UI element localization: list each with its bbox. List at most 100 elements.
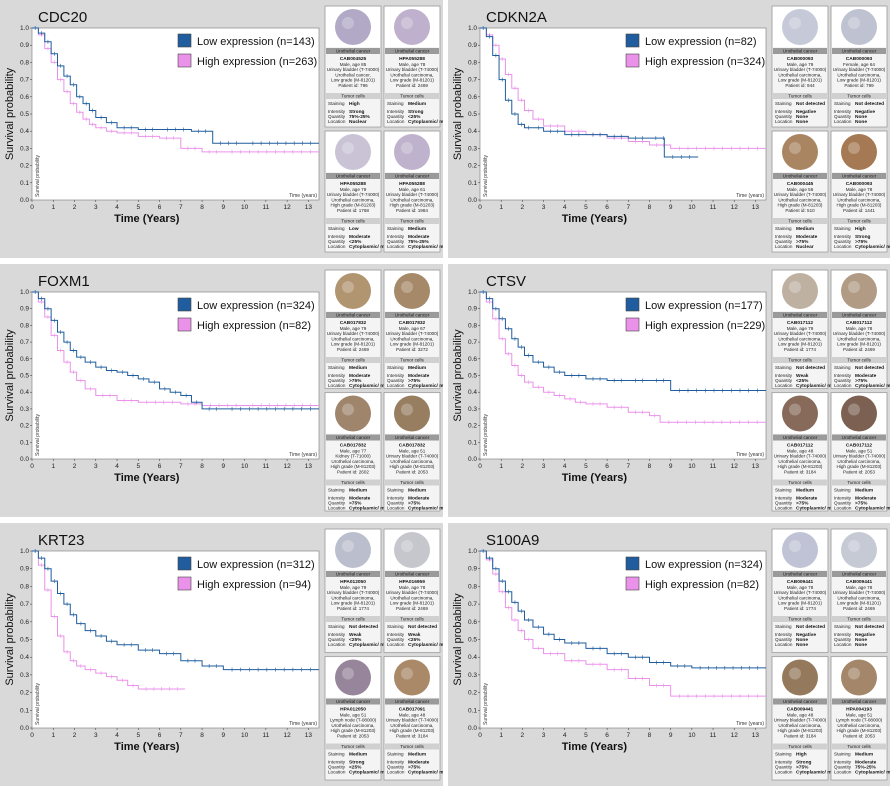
patient-info-line: Patient id: 3184 bbox=[784, 469, 816, 474]
x-tick-label: 11 bbox=[710, 732, 717, 739]
patient-info-line: Male, age 48 bbox=[787, 449, 814, 454]
patient-info-line: Patient id: 2469 bbox=[843, 347, 875, 352]
location-key: Location bbox=[775, 506, 793, 511]
intensity-value: Strong bbox=[855, 234, 871, 240]
tissue-highlight bbox=[342, 281, 354, 293]
patient-info-line: Low grade (M-81201) bbox=[837, 78, 881, 83]
tumor-cells-bar bbox=[385, 93, 439, 99]
intensity-key: Intensity bbox=[775, 234, 793, 239]
quantity-value: 75%-25% bbox=[349, 114, 371, 120]
y-tick-label: 1.0 bbox=[468, 289, 477, 296]
ihc-header-bar bbox=[385, 434, 439, 441]
legend-label: High expression (n=263) bbox=[197, 56, 317, 68]
patient-info-line: Urinary bladder (T-74000) bbox=[386, 331, 439, 336]
location-value: Nuclear bbox=[349, 119, 367, 125]
y-axis-label: Survival probability bbox=[4, 329, 16, 422]
location-key: Location bbox=[328, 506, 346, 511]
patient-info-line: Low grade (M-81201) bbox=[390, 342, 434, 347]
quantity-value: >75% bbox=[796, 765, 809, 771]
y-tick-label: 0.9 bbox=[20, 42, 29, 49]
tissue-highlight bbox=[342, 142, 354, 154]
staining-key: Staining bbox=[387, 226, 404, 231]
staining-value: Medium bbox=[796, 226, 814, 232]
ihc-header-label: Urothelial cancer bbox=[395, 699, 430, 704]
staining-value: Medium bbox=[349, 488, 367, 494]
staining-key: Staining bbox=[775, 226, 792, 231]
tumor-cells-bar bbox=[385, 218, 439, 224]
quantity-value: >75% bbox=[349, 378, 362, 384]
patient-info-line: Patient id: 2469 bbox=[843, 606, 875, 611]
intensity-value: Moderate bbox=[408, 760, 430, 766]
tumor-cells-label: Tumor cells bbox=[341, 94, 365, 99]
ihc-header-bar bbox=[385, 312, 439, 318]
antibody-id: HPA055288 bbox=[399, 56, 425, 62]
staining-value: Not detected bbox=[855, 365, 884, 371]
x-tick-label: 9 bbox=[669, 732, 673, 739]
y-tick-label: 0.5 bbox=[20, 637, 29, 644]
quantity-key: Quantity bbox=[834, 378, 852, 383]
intensity-key: Intensity bbox=[328, 109, 346, 114]
intensity-value: Moderate bbox=[855, 496, 877, 502]
patient-info-line: Patient id: 1774 bbox=[784, 606, 816, 611]
x-tick-label: 0 bbox=[478, 463, 482, 470]
patient-info-line: Patient id: 510 bbox=[785, 208, 815, 213]
location-value: Cytoplasmic/ membranous bbox=[796, 770, 858, 776]
patient-info-line: Low grade (M-81201) bbox=[778, 342, 822, 347]
x-axis-label: Time (Years) bbox=[562, 741, 628, 753]
patient-info-line: Urinary bladder (T-74000) bbox=[774, 67, 827, 72]
ihc-header-label: Urothelial cancer bbox=[336, 699, 371, 704]
intensity-value: Strong bbox=[408, 109, 424, 115]
location-key: Location bbox=[834, 383, 852, 388]
quantity-value: <25% bbox=[349, 239, 362, 245]
tumor-cells-label: Tumor cells bbox=[341, 480, 365, 485]
ihc-header-label: Urothelial cancer bbox=[395, 313, 430, 318]
intensity-value: Moderate bbox=[349, 373, 371, 379]
ihc-header-bar bbox=[832, 48, 886, 54]
x-tick-label: 13 bbox=[305, 204, 313, 211]
legend-label: Low expression (n=143) bbox=[197, 36, 315, 48]
quantity-key: Quantity bbox=[328, 114, 346, 119]
antibody-id: CAB009441 bbox=[787, 579, 814, 585]
staining-value: Medium bbox=[796, 488, 814, 494]
antibody-id: CAB017112 bbox=[787, 320, 813, 326]
location-key: Location bbox=[775, 770, 793, 775]
tissue-core-image bbox=[394, 273, 430, 309]
chart-svg: FOXM1 0.0 0.1 0.2 0.3 0.4 0.5 0.6 0.7 0.8 0.9 1.0 0 1… bbox=[4, 269, 443, 512]
y-tick-label: 0.1 bbox=[20, 180, 29, 187]
tumor-cells-label: Tumor cells bbox=[400, 94, 424, 99]
tissue-highlight bbox=[401, 403, 413, 416]
staining-key: Staining bbox=[387, 488, 404, 493]
x-tick-label: 2 bbox=[73, 204, 77, 211]
staining-value: High bbox=[855, 226, 866, 232]
tumor-cells-bar bbox=[832, 357, 886, 363]
tumor-cells-bar bbox=[326, 218, 380, 224]
tissue-core-image bbox=[841, 532, 877, 568]
location-key: Location bbox=[834, 506, 852, 511]
y-tick-label: 0.5 bbox=[20, 111, 29, 118]
inner-y-label: Survival probability bbox=[35, 414, 41, 456]
quantity-value: <25% bbox=[796, 378, 809, 384]
legend-swatch-low bbox=[625, 33, 640, 48]
intensity-key: Intensity bbox=[328, 632, 346, 637]
tumor-cells-bar bbox=[832, 743, 886, 750]
patient-info-line: Low grade (M-81201) bbox=[778, 601, 822, 606]
ihc-header-bar bbox=[385, 173, 439, 179]
patient-info-line: Patient id: 3272 bbox=[396, 347, 428, 352]
y-tick-label: 0.8 bbox=[20, 583, 29, 590]
y-tick-label: 0.5 bbox=[468, 111, 477, 118]
y-tick-label: 0.6 bbox=[468, 94, 477, 101]
intensity-key: Intensity bbox=[834, 496, 852, 501]
staining-value: Medium bbox=[855, 752, 873, 758]
ihc-header-label: Urothelial cancer bbox=[842, 435, 877, 440]
patient-info-line: Urothelial carcinoma, bbox=[837, 595, 880, 600]
y-tick-label: 0.3 bbox=[468, 406, 477, 413]
ihc-header-bar bbox=[832, 571, 886, 577]
tissue-highlight bbox=[789, 403, 801, 416]
legend-swatch-low bbox=[177, 556, 192, 571]
x-tick-label: 8 bbox=[648, 204, 652, 211]
x-tick-label: 5 bbox=[136, 732, 140, 739]
